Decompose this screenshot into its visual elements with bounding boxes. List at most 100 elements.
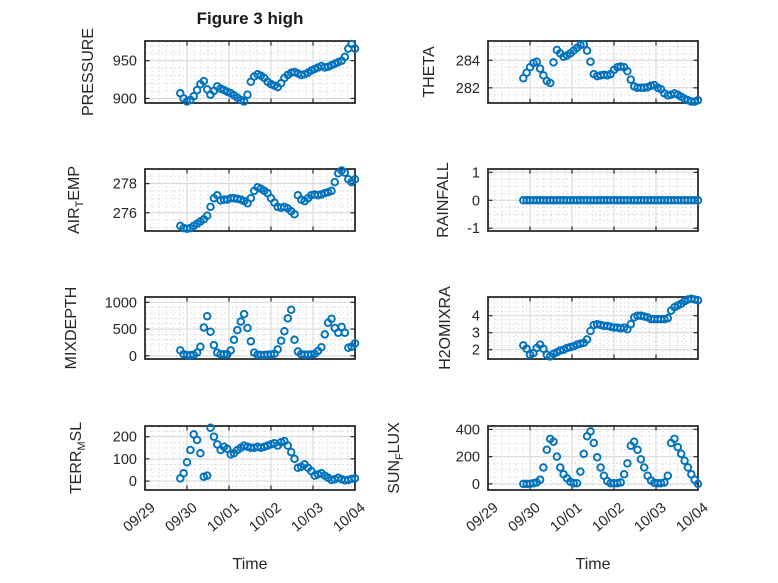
data-point-marker [206, 327, 215, 336]
scatter-series [176, 423, 360, 485]
data-point-marker [579, 449, 589, 459]
y-axis-label-sun-flux: SUNFLUX [386, 422, 407, 494]
data-point-marker [340, 52, 350, 62]
data-point-marker [186, 351, 195, 360]
x-tick-label: 10/04 [673, 500, 711, 536]
data-point-marker [226, 346, 235, 355]
data-point-marker [182, 224, 192, 234]
minor-grid [489, 170, 697, 230]
data-point-marker [532, 57, 541, 66]
data-point-marker [579, 40, 589, 49]
y-tick-label: 0 [129, 349, 137, 365]
axes-frame [144, 168, 356, 232]
y-tick-label: 1000 [105, 295, 137, 311]
axes-frame [487, 40, 699, 104]
data-point-marker [582, 46, 592, 55]
y-axis-label-subscript: T [74, 200, 87, 208]
data-point-marker [626, 319, 636, 329]
data-point-marker [545, 78, 555, 88]
y-tick-label: 276 [113, 206, 137, 222]
y-tick-label: 4 [472, 309, 480, 325]
data-point-marker [663, 471, 673, 480]
y-axis-label-text: MIXDEPTH [63, 286, 80, 370]
data-point-marker [283, 314, 293, 323]
data-point-marker [535, 64, 545, 73]
y-tick-label: 400 [456, 422, 480, 438]
y-tick-label: 500 [113, 322, 137, 338]
data-point-marker [219, 349, 229, 359]
y-tick-label: 3 [472, 326, 480, 342]
data-point-marker [673, 442, 683, 452]
x-tick-label: 10/04 [330, 500, 368, 536]
data-point-marker [199, 76, 209, 86]
data-point-marker [243, 90, 252, 99]
data-point-marker [179, 469, 188, 478]
plot-area-air_temp: 276 278 [113, 166, 360, 234]
data-point-marker [327, 186, 336, 196]
data-point-marker [623, 459, 632, 468]
data-point-marker [639, 463, 649, 472]
data-point-marker [670, 434, 679, 444]
y-axis-label-text: SL [68, 421, 85, 442]
scatter-series [176, 39, 360, 106]
data-point-marker [350, 44, 360, 53]
data-point-marker [290, 209, 299, 219]
data-point-marker [576, 467, 585, 476]
y-axis-label-text: PRESSURE [80, 27, 97, 117]
data-point-marker [629, 437, 639, 446]
scatter-series [176, 166, 360, 234]
major-grid [145, 169, 355, 231]
data-point-marker [209, 340, 219, 350]
data-point-marker [693, 196, 703, 205]
data-point-marker [350, 339, 360, 348]
data-point-marker [290, 454, 299, 464]
x-tick-label: 09/29 [120, 500, 158, 536]
data-point-marker [192, 85, 202, 95]
y-tick-label: 950 [113, 54, 137, 70]
x-tick-label: 10/01 [547, 500, 585, 536]
data-point-marker [239, 309, 249, 319]
data-point-marker [539, 463, 548, 472]
y-tick-label: 284 [456, 53, 480, 69]
data-point-marker [680, 456, 689, 465]
y-tick-label: 0 [472, 193, 480, 209]
data-point-marker [549, 437, 558, 446]
x-tick-label: 10/03 [288, 500, 326, 536]
data-point-marker [576, 40, 585, 50]
data-point-marker [619, 470, 629, 479]
data-point-marker [202, 471, 212, 480]
data-point-marker [572, 478, 582, 488]
y-axis-label-subscript: F [394, 453, 407, 460]
data-point-marker [199, 323, 209, 332]
scatter-series [176, 305, 360, 360]
data-point-marker [586, 427, 595, 436]
data-point-marker [273, 345, 282, 354]
figure-title: Figure 3 high [196, 9, 304, 28]
data-point-marker [186, 445, 195, 455]
data-point-marker [522, 344, 531, 354]
data-point-marker [286, 447, 296, 457]
y-tick-label: 1 [472, 165, 480, 181]
x-tick-labels: 09/29 09/30 10/01 10/02 10/03 10/04 [120, 500, 368, 536]
minor-grid [146, 170, 354, 230]
scatter-series [519, 294, 703, 361]
x-tick-label: 10/02 [246, 500, 284, 536]
data-point-marker [616, 62, 625, 71]
data-point-marker [549, 58, 558, 67]
x-tick-label: 10/01 [204, 500, 242, 536]
y-tick-label: 0 [129, 474, 137, 490]
data-point-marker [239, 97, 249, 106]
data-point-marker [693, 95, 703, 105]
data-point-marker [660, 478, 669, 487]
data-point-marker [535, 475, 545, 485]
y-tick-label: 100 [113, 452, 137, 468]
y-tick-labels: 276 278 [113, 177, 137, 222]
data-point-marker [693, 479, 703, 489]
tick-marks [144, 41, 356, 103]
data-point-marker [676, 449, 686, 459]
data-point-marker [555, 463, 565, 472]
data-point-marker [340, 168, 350, 177]
y-axis-label-text: THETA [421, 46, 438, 98]
